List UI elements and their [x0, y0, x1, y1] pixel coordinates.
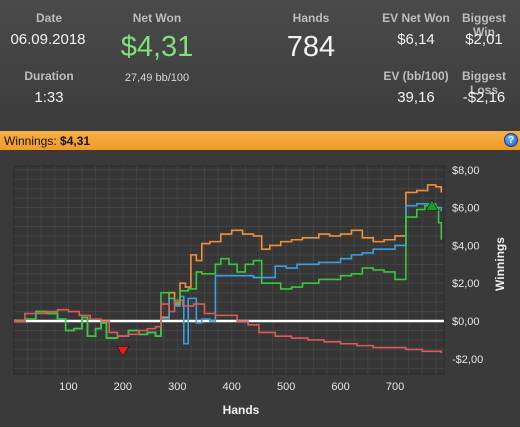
x-tick-label: 100 — [59, 381, 77, 393]
biggest-loss-marker — [116, 346, 130, 357]
biggest-loss-label: Biggest Loss — [461, 69, 506, 97]
x-axis-label: Hands — [223, 403, 260, 417]
x-tick-label: 400 — [223, 381, 241, 393]
winnings-bar: Winnings: $4,31 ? — [0, 131, 520, 150]
x-tick-label: 500 — [277, 381, 295, 393]
series-group — [14, 184, 443, 354]
duration-label: Duration — [24, 69, 74, 83]
x-tick-label: 200 — [114, 381, 132, 393]
marker-group — [116, 199, 439, 357]
ev-net-won-value: $6,14 — [397, 31, 435, 48]
winnings-text: Winnings: $4,31 — [4, 134, 90, 148]
winnings-chart: $8,00 $6,00 $4,00 $2,00 $0,00 -$2,00 100 200 30… — [13, 165, 507, 417]
grid-lines — [14, 166, 444, 374]
net-won-label: Net Won — [132, 11, 182, 25]
y-axis-label: Winnings — [493, 237, 507, 291]
duration-value: 1:33 — [34, 89, 64, 106]
date-value: 06.09.2018 — [10, 31, 86, 48]
y-tick-labels: $8,00 $6,00 $4,00 $2,00 $0,00 -$2,00 — [452, 165, 483, 366]
session-stats-header: Date 06.09.2018 Duration 1:33 Net Won $4… — [0, 0, 520, 131]
series-line-4 — [14, 299, 443, 354]
y-tick-label: $2,00 — [452, 278, 480, 290]
hands-value: 784 — [286, 31, 336, 63]
y-tick-label: $0,00 — [452, 316, 480, 328]
y-tick-label: $8,00 — [452, 165, 480, 177]
y-tick-label: $6,00 — [452, 203, 480, 215]
x-tick-label: 300 — [168, 381, 186, 393]
biggest-win-marker — [425, 199, 439, 212]
net-won-rate: 27,49 bb/100 — [124, 72, 190, 84]
ev-bb-value: 39,16 — [397, 89, 435, 106]
x-tick-label: 600 — [331, 381, 349, 393]
y-tick-label: -$2,00 — [452, 354, 483, 366]
x-tick-label: 700 — [386, 381, 404, 393]
hands-label: Hands — [292, 11, 330, 25]
winnings-label: Winnings: — [4, 134, 57, 148]
biggest-win-label: Biggest Win — [461, 11, 506, 39]
help-icon[interactable]: ? — [504, 133, 518, 147]
ev-bb-label: EV (bb/100) — [383, 69, 449, 83]
ev-net-won-label: EV Net Won — [382, 11, 450, 25]
x-tick-labels: 100 200 300 400 500 600 700 — [59, 381, 404, 393]
winnings-value: $4,31 — [60, 134, 91, 148]
net-won-value: $4,31 — [120, 31, 194, 63]
plot-background — [13, 165, 445, 375]
date-label: Date — [35, 11, 62, 25]
biggest-win-value: $2,01 — [465, 31, 503, 48]
y-tick-label: $4,00 — [452, 240, 480, 252]
series-line-3 — [14, 204, 443, 339]
biggest-loss-value: -$2,16 — [462, 89, 506, 106]
winnings-chart-panel: $8,00 $6,00 $4,00 $2,00 $0,00 -$2,00 100 200 30… — [0, 150, 520, 422]
